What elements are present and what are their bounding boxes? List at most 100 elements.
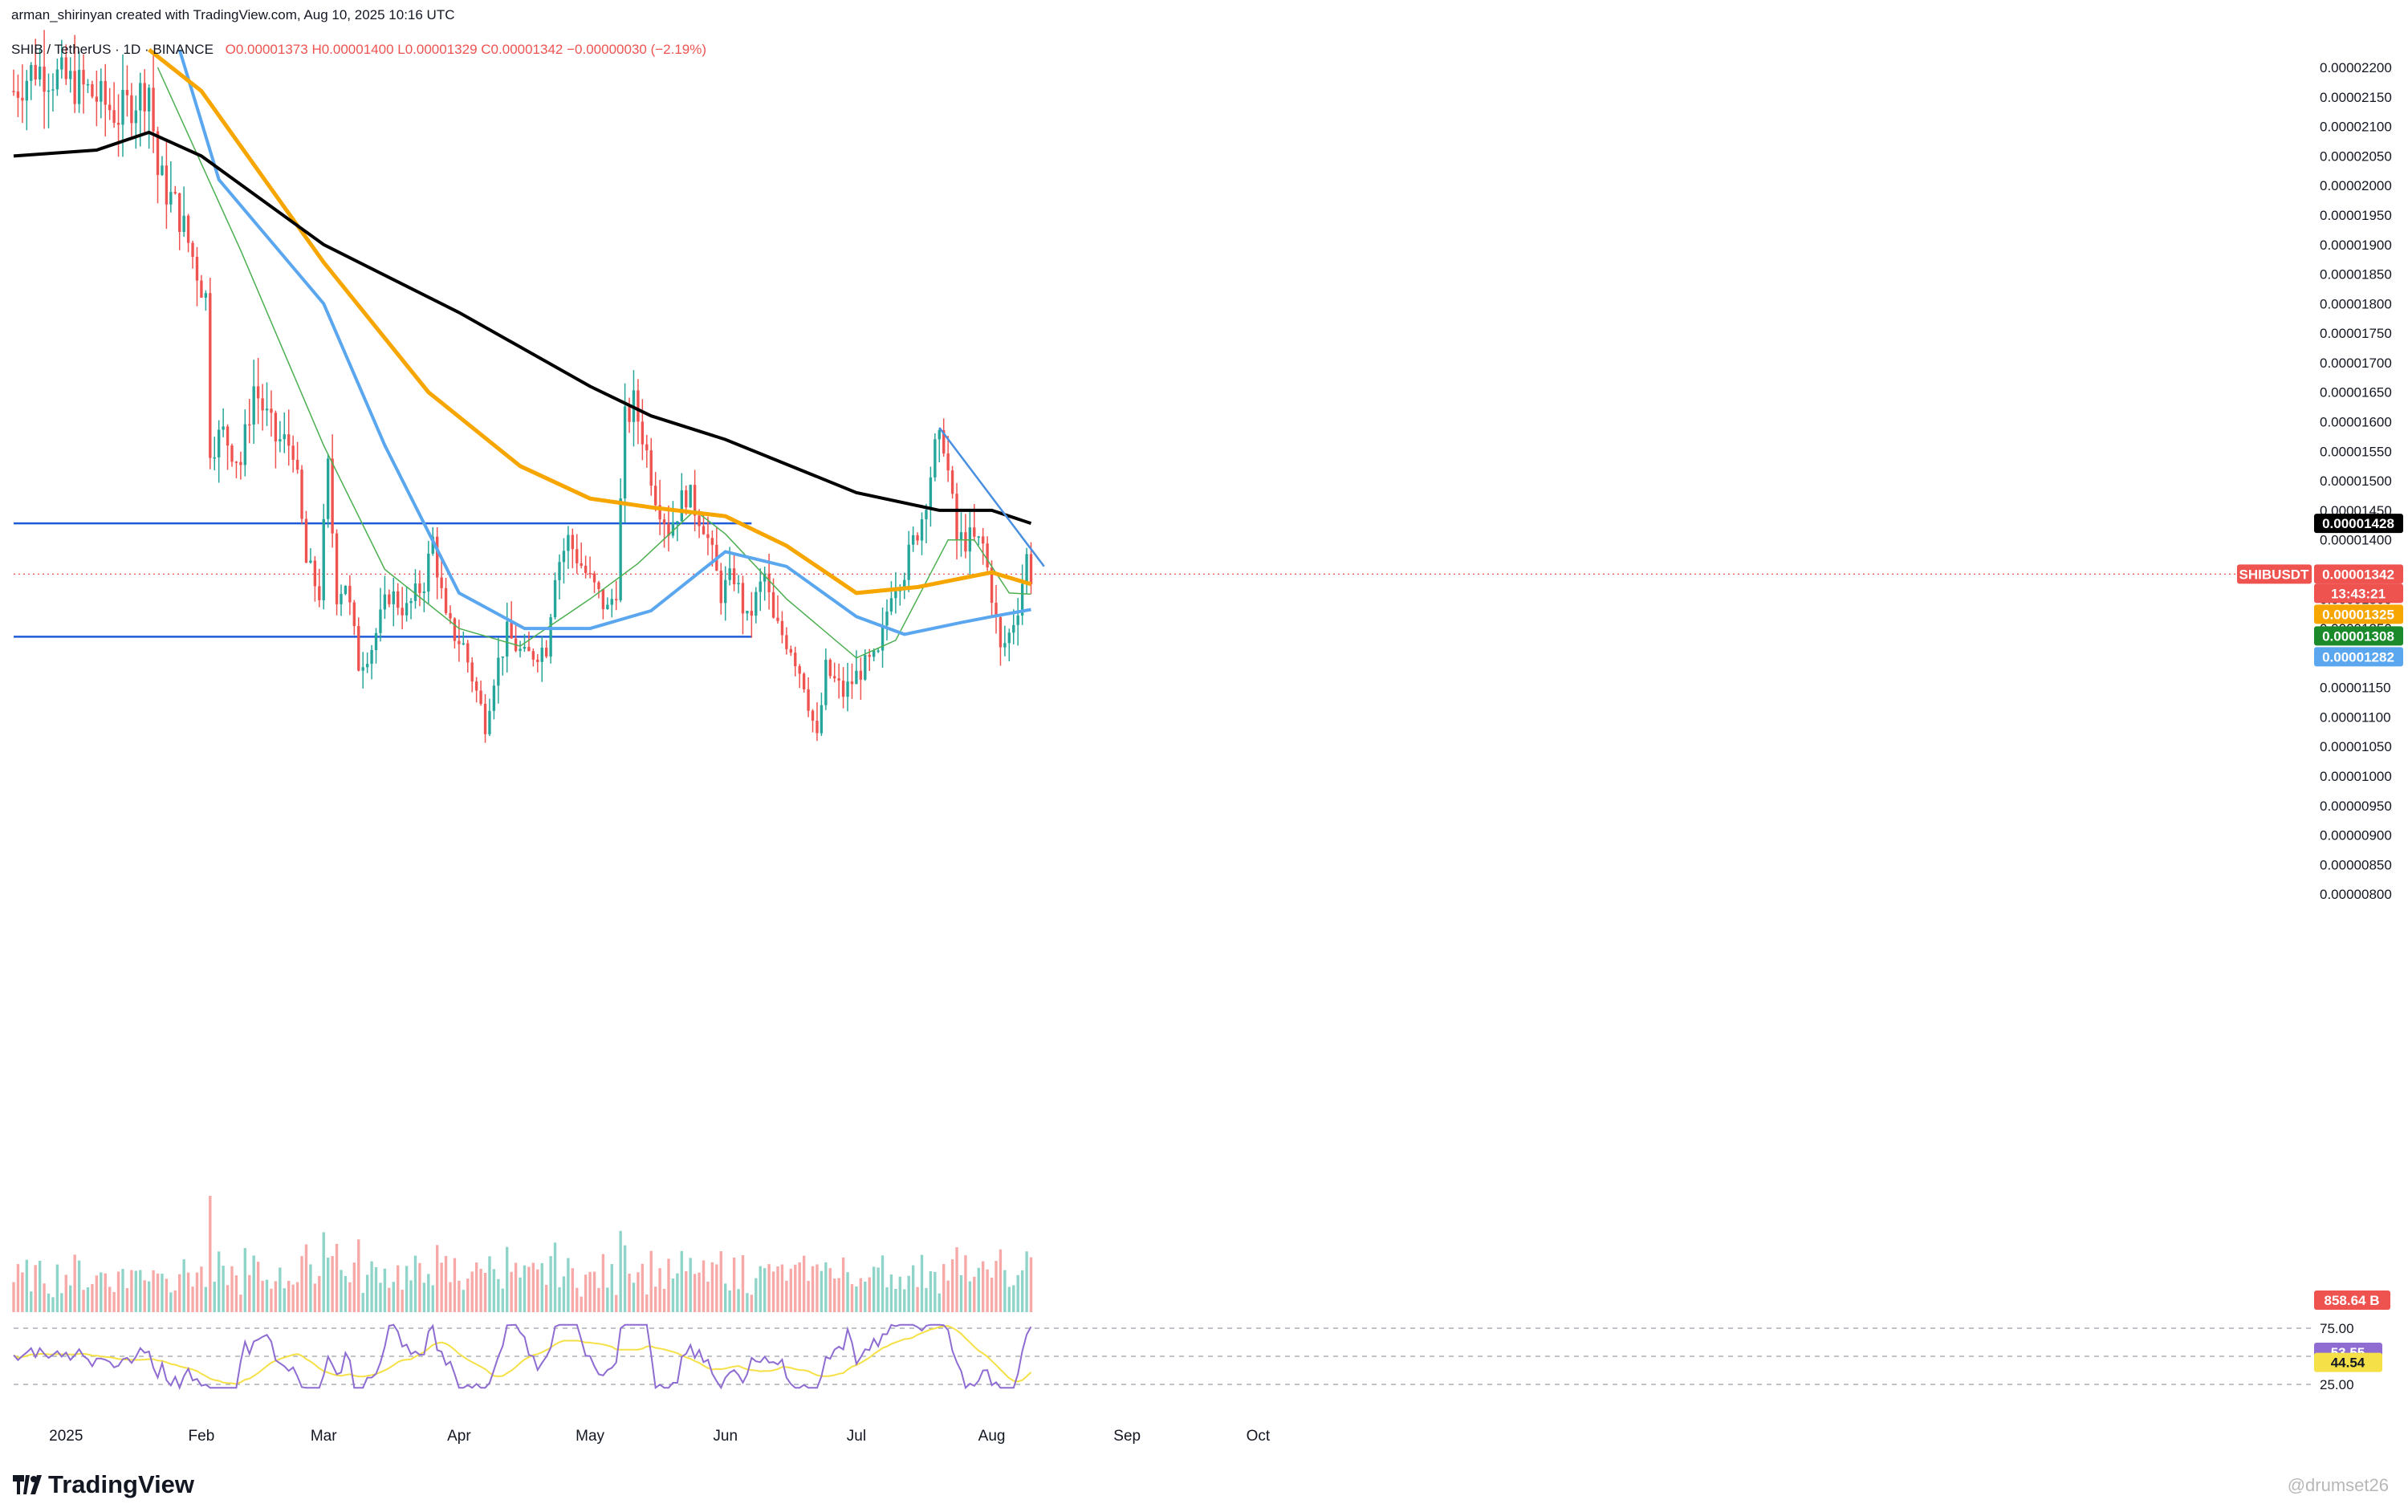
candle-body [213,457,216,459]
candle-body [21,97,24,101]
candle-body [562,551,566,563]
candle-body [1025,554,1028,584]
candle-body [653,486,657,506]
candle-body [435,536,439,578]
volume-bar [685,1271,688,1312]
candle-body [864,655,867,680]
y-tick-label: 0.00002150 [2320,90,2392,105]
candle-body [662,519,666,524]
volume-bar [741,1255,745,1312]
candle-body [152,87,155,132]
price-badge-label: 0.00001308 [2322,628,2394,644]
y-tick-label: 0.00000950 [2320,799,2392,814]
candle-body [34,64,37,80]
volume-bar [462,1290,466,1312]
volume-badge-label: 858.64 B [2325,1293,2380,1308]
candle-body [449,612,452,619]
candle-body [209,293,212,458]
volume-bar [597,1287,600,1312]
volume-bar [571,1268,575,1312]
volume-bar [488,1256,491,1312]
volume-bar [86,1287,90,1312]
candle-body [820,705,824,734]
volume-bar [295,1282,299,1312]
low-value: L0.00001329 [397,42,478,57]
volume-bar [34,1265,37,1312]
candle-body [544,648,548,657]
candle-body [479,690,482,705]
candle-body [645,444,649,451]
volume-bar [64,1274,67,1312]
volume-bar [270,1288,273,1312]
volume-bar [60,1293,63,1312]
volume-bar [789,1268,793,1312]
change-value: −0.00000030 (−2.19%) [567,42,707,57]
candle-body [676,521,679,523]
volume-bar [1029,1257,1033,1312]
candle-body [710,538,714,545]
volume-bar [955,1247,958,1312]
volume-bar [506,1246,509,1312]
volume-bar [959,1274,963,1312]
volume-bar [379,1282,382,1312]
volume-bar [313,1283,317,1312]
candle-body [458,640,461,644]
candle-body [291,445,295,460]
volume-bar [283,1288,286,1312]
candle-body [261,398,264,411]
volume-bar [999,1249,1003,1312]
candle-body [483,704,487,734]
candle-body [833,676,836,679]
rsi-value-badge [2314,1352,2382,1372]
candle-body [25,80,29,101]
rsi-ma-line [13,1325,1032,1385]
watermark: @drumset26 [2287,1475,2389,1495]
candle-body [422,591,426,593]
candle-body [453,618,457,641]
volume-bar [125,1287,129,1312]
volume-bar [318,1275,321,1312]
candle-body [894,591,897,599]
volume-bar [161,1274,164,1312]
volume-bar [702,1260,706,1312]
candle-body [759,581,762,592]
volume-bar [365,1274,369,1312]
volume-bar [653,1286,657,1312]
candle-body [824,660,828,705]
candle-body [104,80,107,105]
candle-body [807,689,810,711]
volume-bar [21,1272,24,1312]
candle-body [100,80,103,102]
price-badge-label: 0.00001282 [2322,649,2394,665]
symbol-name: SHIB / TetherUS · 1D · BINANCE [11,42,214,57]
candle-body [335,533,339,604]
volume-bar [553,1242,557,1312]
volume-bar [946,1280,950,1312]
volume-bar [755,1278,758,1312]
candle-body [523,646,527,649]
candle-body [553,579,557,618]
volume-badge [2314,1290,2390,1310]
candle-body [462,643,466,645]
candle-body [47,90,51,92]
volume-bar [397,1265,400,1312]
candle-body [828,660,832,677]
volume-bar [763,1268,767,1312]
volume-bar [261,1280,264,1312]
volume-bar [1025,1251,1028,1312]
volume-bar [239,1295,242,1312]
volume-bar [881,1255,885,1312]
candle-body [802,673,806,689]
candle-body [397,591,400,608]
candle-body [934,439,937,478]
candle-body [1020,583,1024,616]
symbol-price-badge [2237,564,2312,584]
volume-bar [287,1280,291,1312]
y-tick-label: 0.00001000 [2320,769,2392,784]
candle-body [950,470,954,494]
volume-bar [807,1281,810,1312]
volume-bar [798,1262,801,1312]
volume-bar [746,1293,749,1312]
candle-body [623,406,627,498]
